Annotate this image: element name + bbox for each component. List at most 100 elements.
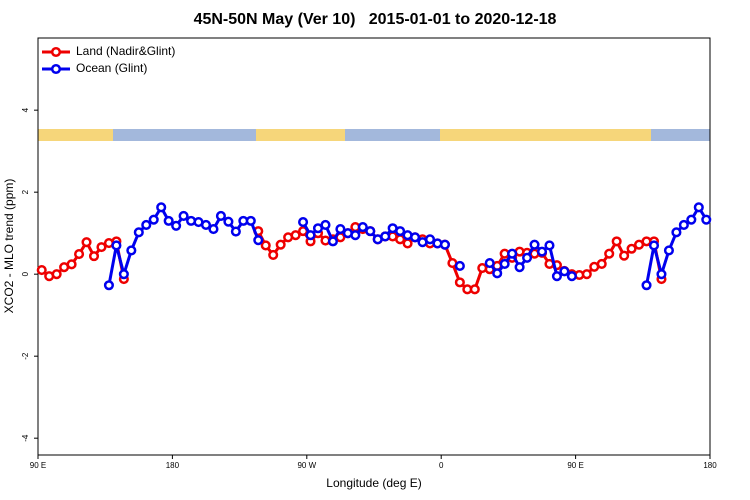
- data-point: [163, 215, 174, 226]
- data-point: [410, 232, 421, 243]
- data-point: [223, 216, 234, 227]
- land-strip: [38, 129, 113, 141]
- data-point: [469, 284, 480, 295]
- data-point: [178, 210, 189, 222]
- data-point: [350, 230, 361, 241]
- x-tick-label: 0: [439, 461, 444, 470]
- data-point: [604, 248, 615, 259]
- data-point: [126, 245, 137, 256]
- legend-marker: [50, 63, 62, 75]
- data-point: [454, 260, 465, 272]
- y-axis-label: XCO2 - MLO trend (ppm): [2, 179, 16, 314]
- data-point: [492, 268, 503, 279]
- data-point: [275, 239, 286, 250]
- data-point: [671, 227, 682, 238]
- plot-frame: [37, 37, 711, 456]
- data-point: [693, 202, 704, 213]
- data-point: [566, 271, 577, 282]
- data-point: [148, 214, 159, 225]
- data-point: [103, 280, 114, 291]
- data-point: [402, 238, 413, 249]
- ocean-strip: [345, 129, 440, 141]
- legend-item: Ocean (Glint): [42, 61, 147, 75]
- ocean-strip: [651, 129, 710, 141]
- data-point: [439, 239, 450, 250]
- data-point: [357, 221, 368, 233]
- data-point: [365, 226, 376, 237]
- data-point: [260, 240, 271, 251]
- data-point: [298, 217, 309, 228]
- data-point: [424, 234, 436, 245]
- data-point: [686, 214, 697, 225]
- legend-label: Ocean (Glint): [76, 61, 147, 75]
- data-point: [290, 230, 301, 241]
- x-tick-label: 90 E: [30, 461, 46, 470]
- data-point: [581, 269, 592, 280]
- data-point: [118, 269, 129, 280]
- data-point: [484, 258, 495, 269]
- data-point: [327, 236, 338, 247]
- legend-label: Land (Nadir&Glint): [76, 44, 175, 58]
- land-strip: [440, 129, 651, 141]
- data-point: [51, 269, 62, 280]
- data-point: [208, 224, 219, 235]
- x-tick-label: 180: [166, 461, 180, 470]
- data-point: [641, 280, 652, 291]
- data-point: [551, 271, 562, 282]
- data-point: [395, 226, 406, 237]
- land-strip: [256, 129, 345, 141]
- x-tick-label: 90 W: [297, 461, 316, 470]
- data-point: [305, 230, 316, 241]
- data-point: [559, 266, 570, 277]
- x-tick-label: 180: [703, 461, 717, 470]
- x-axis-label: Longitude (deg E): [326, 476, 421, 490]
- data-point: [133, 227, 144, 238]
- data-point: [245, 215, 256, 226]
- data-point: [230, 226, 241, 237]
- data-point: [268, 249, 279, 260]
- ocean-strip: [113, 129, 256, 141]
- data-point: [544, 240, 555, 251]
- data-point: [522, 252, 533, 263]
- x-tick-label: 90 E: [567, 461, 583, 470]
- data-point: [536, 246, 548, 257]
- data-point: [619, 250, 630, 261]
- data-point: [141, 219, 152, 231]
- chart-title: 45N-50N May (Ver 10) 2015-01-01 to 2020-…: [194, 11, 557, 28]
- legend-item: Land (Nadir&Glint): [42, 44, 175, 58]
- data-point: [111, 240, 122, 251]
- data-point: [626, 243, 637, 254]
- y-tick-label: 0: [21, 271, 30, 276]
- data-point: [507, 248, 518, 259]
- data-point: [215, 210, 226, 222]
- data-point: [96, 242, 107, 253]
- data-point: [81, 237, 92, 248]
- y-tick-label: -2: [21, 352, 30, 360]
- map-strip: [38, 129, 710, 141]
- data-point: [529, 239, 540, 250]
- data-point: [36, 265, 47, 276]
- data-point: [66, 259, 77, 270]
- data-point: [678, 219, 689, 231]
- data-point: [156, 202, 167, 213]
- data-point: [74, 249, 85, 260]
- data-point: [514, 262, 525, 273]
- data-point: [200, 219, 212, 231]
- data-point: [335, 224, 346, 235]
- data-point: [648, 240, 660, 251]
- y-tick-label: 4: [21, 107, 30, 112]
- y-tick-label: -4: [21, 434, 30, 442]
- data-point: [663, 245, 674, 256]
- data-point: [171, 220, 182, 231]
- data-point: [499, 258, 510, 269]
- data-point: [611, 236, 622, 247]
- data-point: [253, 235, 264, 246]
- data-point: [656, 269, 667, 280]
- y-tick-label: 2: [21, 189, 30, 194]
- data-point: [701, 214, 712, 225]
- data-point: [88, 251, 100, 262]
- legend-marker: [50, 46, 62, 58]
- data-point: [380, 231, 391, 242]
